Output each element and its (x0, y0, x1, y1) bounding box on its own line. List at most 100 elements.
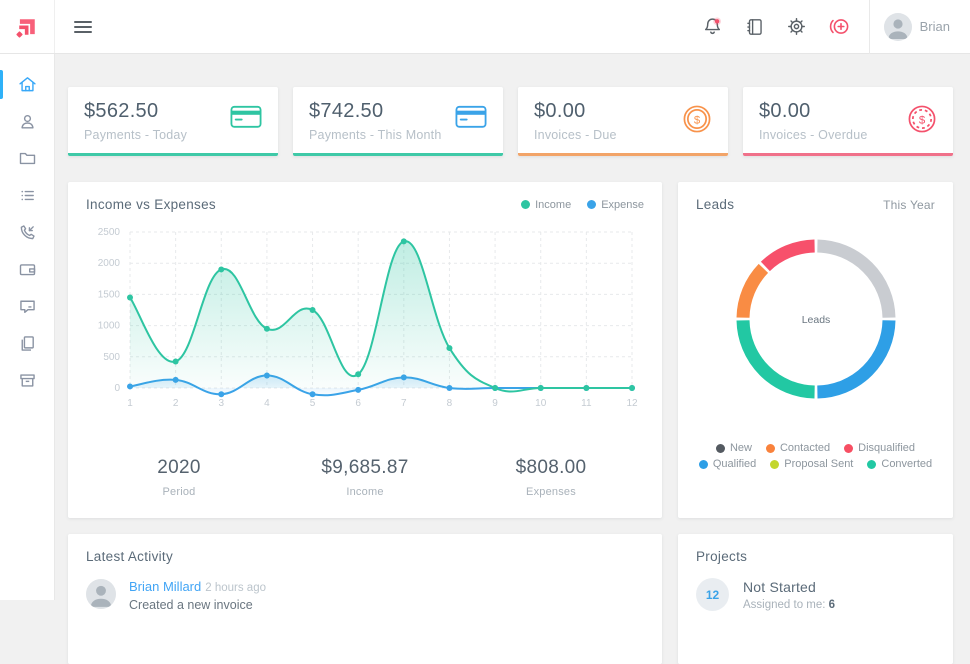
svg-text:9: 9 (492, 398, 498, 409)
user-menu[interactable]: Brian (870, 0, 970, 53)
sidebar-item-payments[interactable] (0, 251, 54, 288)
leads-legend: New Contacted Disqualified Qualified Proposa… (696, 442, 935, 470)
stat-card-payments-today[interactable]: $562.50 Payments - Today (68, 87, 278, 156)
donut-segment-converted (743, 320, 815, 392)
coin-dollar-dashed-icon: $ (906, 103, 938, 140)
sidebar-item-contacts[interactable] (0, 103, 54, 140)
legend-dot (766, 444, 775, 453)
app-logo[interactable] (0, 0, 55, 53)
notification-dot (715, 19, 719, 23)
activity-user-link[interactable]: Brian Millard (129, 579, 201, 594)
legend-dot (716, 444, 725, 453)
legend-item-qualified[interactable]: Qualified (699, 458, 756, 470)
pages-icon (17, 333, 38, 354)
circle-plus-icon (827, 14, 851, 39)
sidebar-item-messages[interactable] (0, 288, 54, 325)
activity-title: Latest Activity (86, 549, 644, 564)
legend-item-income[interactable]: Income (521, 199, 571, 211)
archive-box-icon (17, 370, 38, 391)
bell-icon (701, 15, 724, 38)
svg-text:7: 7 (401, 398, 407, 409)
sidebar-item-calls[interactable] (0, 214, 54, 251)
legend-item-new[interactable]: New (716, 442, 752, 454)
legend-item-contacted[interactable]: Contacted (766, 442, 830, 454)
sidebar-item-documents[interactable] (0, 325, 54, 362)
avatar (884, 13, 912, 41)
menu-toggle-button[interactable] (55, 0, 110, 53)
stat-card-invoices-overdue[interactable]: $0.00 Invoices - Overdue $ (743, 87, 953, 156)
svg-text:8: 8 (447, 398, 453, 409)
sidebar-item-tasks[interactable] (0, 177, 54, 214)
project-status-row[interactable]: 12 Not Started Assigned to me: 6 (696, 578, 935, 611)
svg-text:2500: 2500 (98, 227, 121, 238)
coin-dollar-icon: $ (681, 103, 713, 140)
chart-summary-row: 2020 Period $9,685.87 Income $808.00 Exp… (86, 445, 644, 518)
legend-dot (521, 200, 530, 209)
stat-card-payments-month[interactable]: $742.50 Payments - This Month (293, 87, 503, 156)
project-sub-label: Assigned to me: (743, 599, 825, 611)
donut-center-label: Leads (801, 314, 830, 326)
summary-period-value: 2020 (86, 457, 272, 479)
notebook-icon (744, 16, 766, 38)
legend-dot (699, 460, 708, 469)
svg-text:1000: 1000 (98, 321, 121, 332)
chat-icon (17, 296, 38, 317)
summary-income-value: $9,685.87 (272, 457, 458, 479)
svg-text:$: $ (694, 114, 701, 126)
leads-donut-chart: Leads (696, 238, 935, 400)
gear-icon (785, 15, 808, 38)
svg-text:12: 12 (626, 398, 638, 409)
brand-logo-icon (13, 13, 41, 41)
legend-item-expense[interactable]: Expense (587, 199, 644, 211)
summary-income-label: Income (272, 486, 458, 498)
line-chart-legend: Income Expense (521, 199, 644, 211)
svg-text:1500: 1500 (98, 289, 121, 300)
phone-incoming-icon (17, 222, 38, 243)
avatar-placeholder-icon (86, 579, 116, 609)
person-icon (17, 111, 38, 132)
projects-card: Projects 12 Not Started Assigned to me: … (678, 534, 953, 664)
legend-item-disqualified[interactable]: Disqualified (844, 442, 915, 454)
legend-dot (867, 460, 876, 469)
avatar-placeholder-icon (884, 13, 912, 41)
user-name: Brian (920, 19, 950, 34)
sidebar-item-files[interactable] (0, 140, 54, 177)
svg-text:11: 11 (581, 398, 592, 409)
quick-add-button[interactable] (827, 15, 851, 39)
legend-dot (844, 444, 853, 453)
sidebar-item-dashboard[interactable] (0, 66, 54, 103)
summary-expenses-label: Expenses (458, 486, 644, 498)
legend-item-converted[interactable]: Converted (867, 458, 932, 470)
sidebar (0, 54, 55, 600)
donut-segment-new (817, 246, 889, 318)
stat-card-invoices-due[interactable]: $0.00 Invoices - Due $ (518, 87, 728, 156)
income-expenses-card: Income vs Expenses Income Expense 0 500 100… (68, 182, 662, 518)
svg-text:0: 0 (114, 383, 120, 394)
legend-item-proposal-sent[interactable]: Proposal Sent (770, 458, 853, 470)
list-icon (17, 185, 38, 206)
avatar (86, 579, 116, 609)
donut-segment-qualified (817, 320, 889, 392)
project-status: Not Started (743, 579, 835, 595)
activity-action: Created a new invoice (129, 598, 266, 612)
svg-text:10: 10 (535, 398, 547, 409)
svg-text:500: 500 (103, 352, 120, 363)
svg-text:3: 3 (218, 398, 224, 409)
notifications-button[interactable] (701, 15, 725, 39)
settings-button[interactable] (785, 15, 809, 39)
legend-dot (770, 460, 779, 469)
chart-title: Income vs Expenses (86, 197, 216, 212)
contacts-book-button[interactable] (743, 15, 767, 39)
sidebar-item-archive[interactable] (0, 362, 54, 399)
leads-title: Leads (696, 197, 734, 212)
summary-expenses-value: $808.00 (458, 457, 644, 479)
legend-dot (587, 200, 596, 209)
project-count-badge: 12 (696, 578, 729, 611)
stat-cards-row: $562.50 Payments - Today $742.50 Payment… (68, 87, 953, 156)
svg-text:2000: 2000 (98, 258, 121, 269)
credit-card-icon (229, 103, 263, 135)
summary-period-label: Period (86, 486, 272, 498)
